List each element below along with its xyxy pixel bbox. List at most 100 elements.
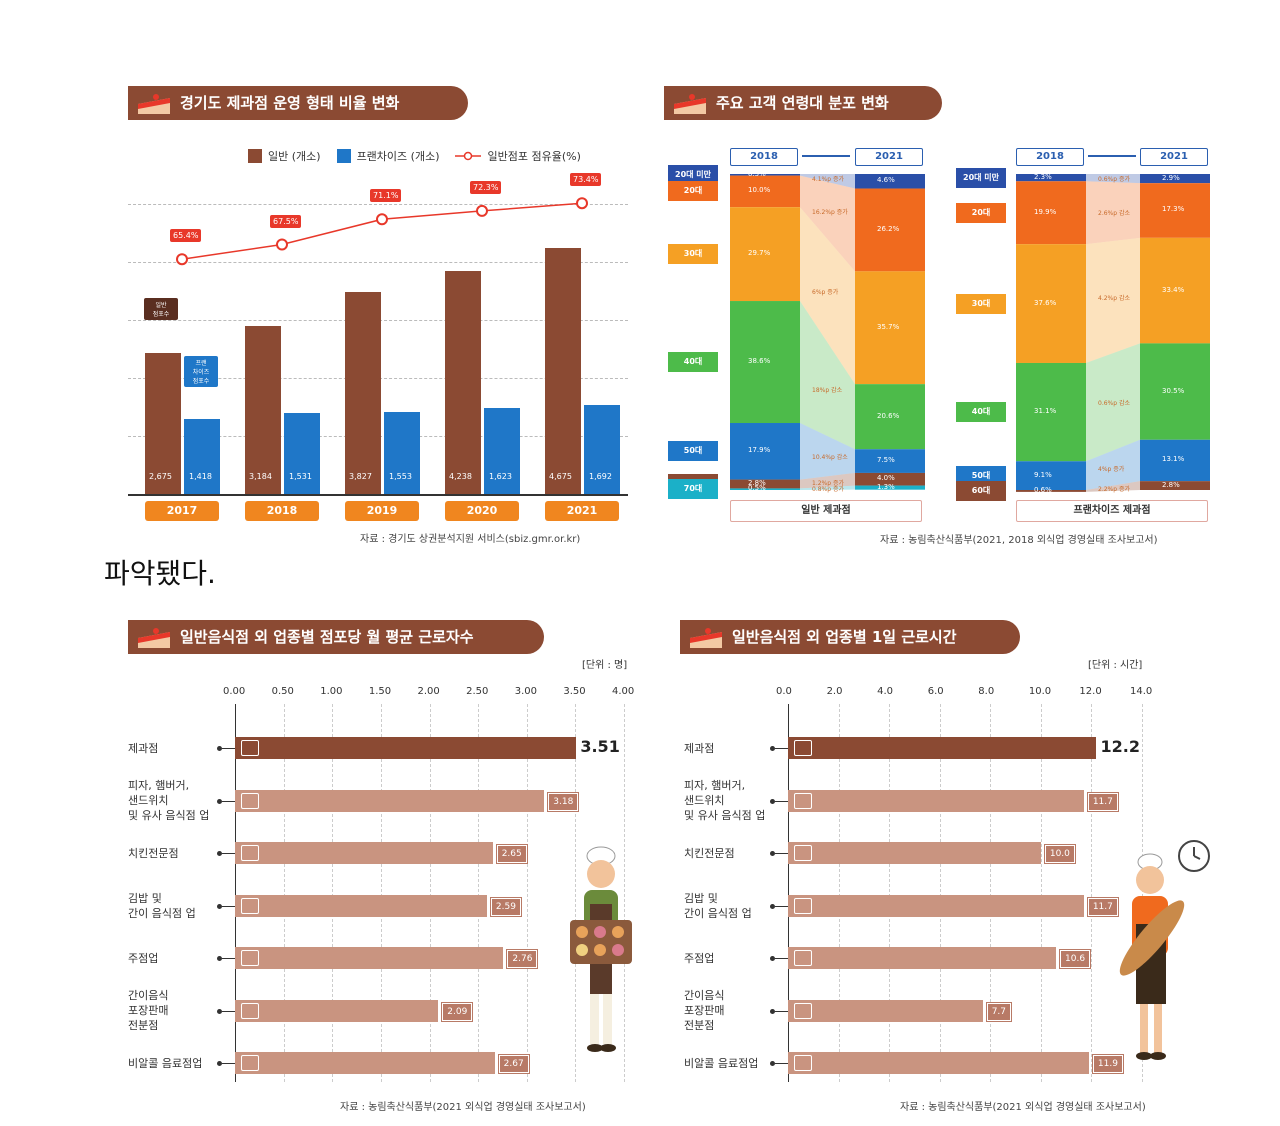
age-group-label: 20대 [668, 181, 718, 202]
chart4-title-banner: 일반음식점 외 업종별 1일 근로시간 [680, 620, 1020, 654]
bar-value-label: 2,675 [149, 472, 172, 481]
chart1-title: 경기도 제과점 운영 형태 비율 변화 [180, 94, 400, 112]
change-label: 6%p 증가 [812, 288, 839, 296]
segment-2018 [730, 175, 800, 208]
bullet-dot [770, 851, 775, 856]
category-label: 피자, 햄버거, 샌드위치 및 유사 음식점 업 [684, 779, 766, 822]
bar-value-label: 11.7 [1086, 791, 1119, 812]
share-point [176, 253, 188, 266]
change-band [800, 485, 855, 490]
bullet-line [775, 748, 788, 749]
change-label: 1.2%p 증가 [812, 479, 844, 487]
chart3-unit: [단위 : 명] [582, 660, 628, 671]
x-tick-label: 2.00 [417, 686, 440, 697]
age-group-label: 30대 [668, 244, 718, 265]
share-point [376, 213, 388, 226]
year-header-from: 2018 [730, 148, 798, 166]
bar-general [245, 326, 281, 494]
segment-label-2021: 17.3% [1162, 205, 1185, 214]
x-tick-label: 2.50 [466, 686, 489, 697]
age-group-label: 20대 미만 [668, 164, 718, 185]
gridline [939, 704, 941, 1082]
share-point [476, 204, 488, 217]
x-tick-label: 1.50 [368, 686, 392, 697]
gridline [889, 704, 891, 1082]
bar-franchise [384, 412, 420, 494]
bullet-line [222, 748, 235, 749]
chart4-source: 자료 : 농림축산식품부(2021 외식업 경영실태 조사보고서) [900, 1102, 1146, 1113]
year-label: 2021 [545, 501, 619, 521]
bar-general [545, 247, 581, 494]
gridline [478, 704, 480, 1082]
segment-2018 [1016, 181, 1086, 245]
bullet-dot [770, 746, 775, 751]
bar-general [445, 270, 481, 494]
callout-franchise: 프랜 차이즈 점포수 [184, 356, 218, 387]
bullet-dot [770, 1008, 775, 1014]
segment-label-2018: 31.1% [1034, 407, 1057, 416]
segment-label-2018: 0.5% [748, 484, 766, 493]
bullet-dot [217, 903, 222, 909]
change-band [800, 174, 855, 189]
age-group-label: 50대 [668, 441, 718, 462]
bar [235, 737, 577, 759]
change-band [800, 175, 855, 272]
bar-value-label: 2.65 [495, 844, 528, 864]
x-tick-label: 3.50 [563, 686, 586, 697]
category-label: 간이음식 포장판매 전분점 [128, 989, 169, 1032]
x-axis-line [128, 494, 628, 496]
change-label: 0.8%p 증가 [812, 486, 844, 494]
year-header-to: 2021 [855, 148, 923, 166]
x-tick-label: 14.0 [1130, 686, 1153, 697]
stacked-area-svg [1016, 174, 1210, 492]
year-label: 2019 [345, 501, 419, 521]
bar-value-label: 2.67 [497, 1054, 530, 1074]
bar [788, 894, 1084, 917]
change-band [1086, 181, 1140, 245]
change-band [800, 207, 855, 385]
change-label: 18%p 감소 [812, 387, 843, 395]
year-label: 2018 [245, 501, 319, 521]
change-band [800, 472, 855, 489]
baker-illustration [570, 846, 632, 1052]
arrow-right-icon [1088, 155, 1136, 157]
x-tick-label: 0.00 [223, 686, 246, 697]
bar [235, 999, 439, 1022]
y-axis-line [788, 704, 789, 1082]
bar-franchise [284, 413, 320, 494]
gridline [283, 704, 285, 1082]
age-group-label: 60대 [956, 480, 1006, 501]
share-data-label: 71.1% [370, 189, 402, 203]
segment-2018 [730, 207, 800, 302]
bar [788, 947, 1057, 969]
category-icon [241, 897, 259, 914]
chart1-plot-area: 2,675 1,418 65.4% 3,184 1,531 67.5% 3,827 1,553… [128, 173, 628, 498]
bar-franchise [584, 404, 620, 494]
segment-label-2021: 26.2% [877, 224, 900, 233]
bar [235, 1052, 495, 1074]
legend-label-franchise: 프랜차이즈 (개소) [356, 150, 440, 163]
bullet-line [222, 1010, 235, 1012]
chart2-plot-area: 2018 2021 0.5% 4.6% 4.1%p 증가 20대 미만 10.0% 26.2%… [660, 140, 1220, 550]
share-data-label: 72.3% [470, 180, 502, 194]
change-band [800, 301, 855, 450]
bullet-dot [217, 1008, 222, 1014]
gridline [624, 704, 625, 1082]
share-data-label: 65.4% [170, 229, 202, 243]
bullet-line [775, 853, 788, 854]
segment-2021 [855, 188, 925, 272]
change-band [1086, 237, 1140, 363]
segment-label-2018: 10.0% [748, 186, 771, 195]
chart3-title-banner: 일반음식점 외 업종별 점포당 월 평균 근로자수 [128, 620, 544, 654]
age-group-label: 70대 [668, 479, 718, 500]
segment-label-2021: 30.5% [1162, 386, 1185, 395]
bar-value-label: 2.09 [441, 1001, 474, 1022]
segment-2018 [730, 423, 800, 480]
chart4-plot-area: 0.0 2.0 4.0 6.0 8.0 10.0 12.0 14.0 제과점 12.2 피자, 햄버… [676, 680, 1196, 1090]
category-label: 치킨전문점 [684, 846, 735, 860]
gridline [380, 704, 382, 1082]
segment-label-2021: 1.3% [877, 482, 895, 491]
cake-icon [138, 94, 170, 114]
x-tick-label: 0.50 [271, 686, 294, 697]
share-point [276, 238, 288, 251]
